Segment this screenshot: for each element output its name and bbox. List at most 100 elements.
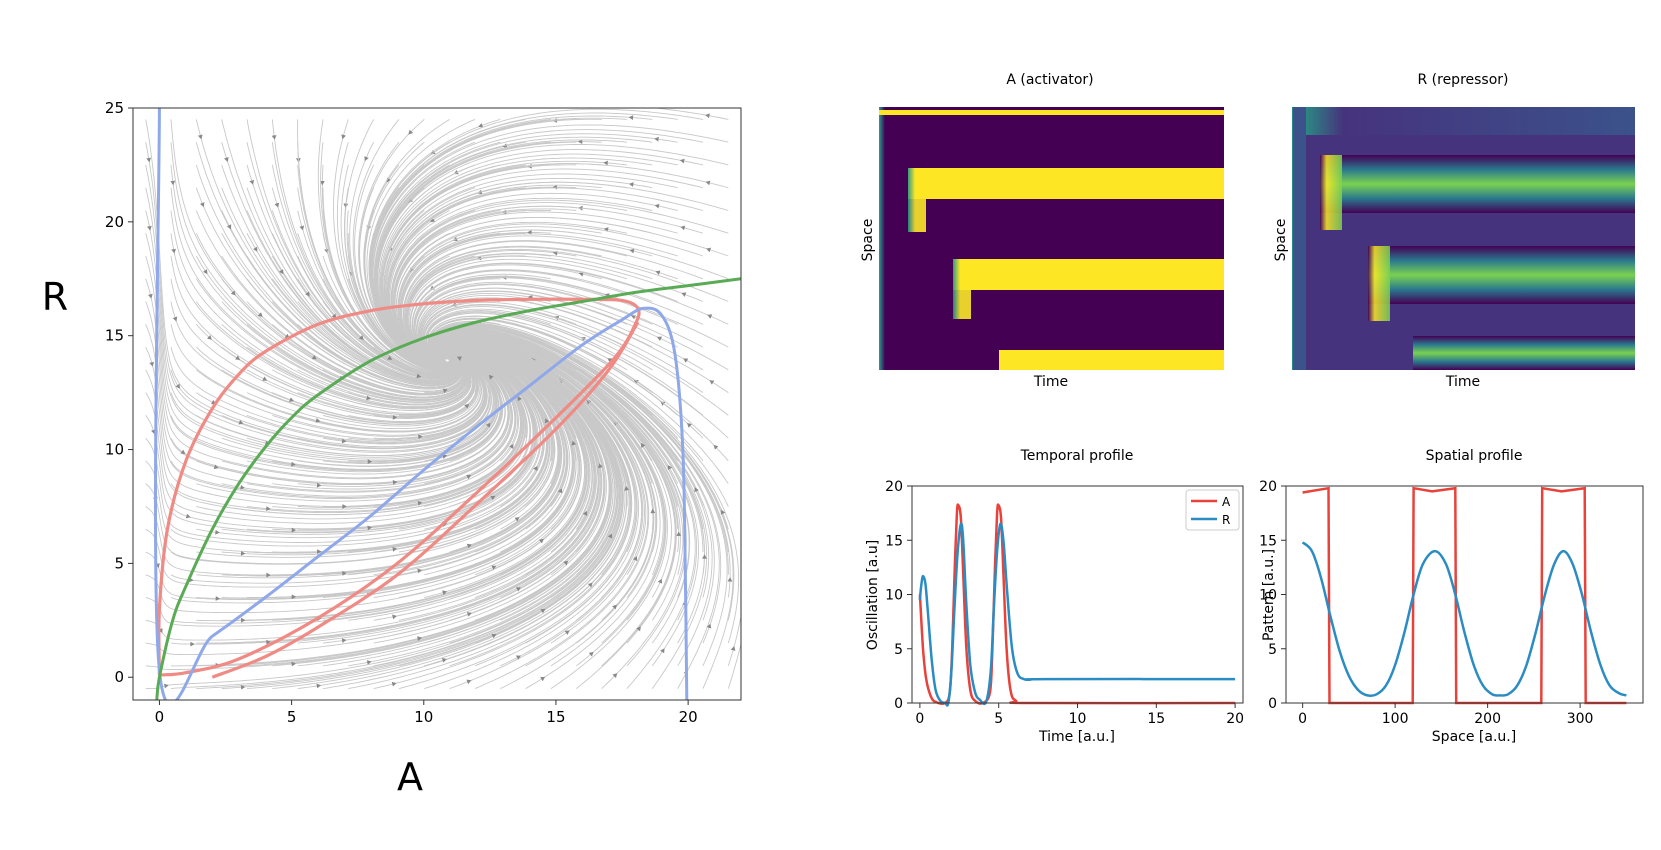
stream-arrow (367, 525, 373, 531)
phase-y-ticks: 0 5 10 15 20 25 (105, 99, 133, 686)
stream-arrow (478, 123, 484, 128)
stream-arrow (311, 354, 317, 360)
stream-arrow (577, 139, 583, 145)
heatmap-r-front-2 (1320, 155, 1342, 230)
x-tick-label: 15 (1147, 711, 1165, 727)
stream-arrow (657, 336, 663, 341)
stream-arrow (392, 614, 397, 620)
spatial-title: Spatial profile (1426, 448, 1523, 464)
stream-arrow (392, 479, 398, 485)
heatmap-a-edge (879, 107, 885, 370)
y-tick-label: 10 (105, 441, 124, 459)
stream-arrow (215, 596, 221, 601)
stream-arrow (597, 463, 603, 469)
stream-arrow (629, 248, 635, 254)
y-tick-label: 0 (894, 696, 903, 712)
temporal-xlabel: Time [a.u.] (1038, 729, 1115, 745)
stream-arrow (709, 380, 715, 385)
stream-arrow (226, 224, 232, 230)
y-tick-label: 10 (1259, 588, 1277, 604)
stream-arrow (706, 247, 712, 253)
heatmap-repressor: R (repressor) Time Space (1273, 72, 1635, 390)
streamline (145, 384, 597, 641)
temporal-y-ticks: 0 5 10 15 20 (885, 479, 912, 712)
stream-arrow (316, 549, 322, 555)
spatial-y-ticks: 0 5 10 15 20 (1259, 479, 1286, 712)
stream-arrow (262, 376, 268, 381)
heatmap-a-front-2 (908, 168, 926, 232)
stream-arrow (367, 459, 373, 465)
heatmap-r-xlabel: Time (1445, 374, 1480, 390)
y-tick-label: 0 (1268, 696, 1277, 712)
stream-arrow (633, 379, 639, 385)
stream-arrow (190, 641, 195, 647)
stream-arrow (491, 565, 497, 570)
x-tick-label: 5 (994, 711, 1003, 727)
stream-arrow (706, 623, 712, 629)
phase-x-ticks: 0 5 10 15 20 (155, 700, 698, 726)
stream-arrow (387, 355, 393, 360)
legend-label-r: R (1222, 513, 1230, 527)
temporal-ylabel: Oscillation [a.u] (865, 540, 881, 650)
stream-arrow (654, 136, 659, 142)
stream-arrow (171, 248, 176, 254)
stream-arrow (266, 506, 271, 511)
stream-arrow (563, 560, 569, 566)
streamline (221, 371, 622, 690)
stream-arrow (358, 335, 364, 340)
stream-arrow (650, 508, 656, 514)
heatmap-a-band-2 (908, 168, 1224, 199)
stream-arrow (253, 246, 258, 252)
y-tick-label: 15 (1259, 533, 1277, 549)
heatmap-r-field (1292, 107, 1635, 370)
stream-arrow (240, 484, 245, 490)
stream-arrow (238, 419, 244, 425)
streamlines (145, 108, 741, 690)
stream-arrow (564, 630, 570, 635)
heatmap-a-title: A (activator) (1006, 72, 1093, 88)
stream-arrow (442, 388, 448, 394)
stream-arrow (466, 474, 472, 480)
stream-arrow (215, 529, 220, 535)
stream-arrow (582, 510, 588, 516)
heatmap-a-band-4 (999, 350, 1224, 370)
x-tick-label: 0 (1298, 711, 1307, 727)
spatial-series-r (1301, 541, 1627, 698)
stream-arrow (271, 135, 277, 140)
stream-arrow (342, 570, 347, 576)
stream-arrow (291, 661, 296, 667)
stream-arrow (213, 464, 219, 470)
temporal-series-r (918, 522, 1236, 707)
streamline (145, 350, 542, 543)
stream-arrow (603, 160, 608, 166)
temporal-x-ticks: 0 5 10 15 20 (915, 703, 1244, 727)
x-tick-label: 5 (287, 708, 297, 726)
stream-arrow (316, 683, 322, 689)
stream-arrow (305, 291, 310, 297)
stream-arrow (185, 513, 191, 519)
x-tick-label: 0 (155, 708, 165, 726)
stream-arrow (180, 449, 186, 455)
stream-arrow (628, 182, 634, 187)
phase-portrait: 0 5 10 15 20 0 5 10 15 20 25 A R (42, 99, 742, 799)
heatmap-r-band-2 (1320, 155, 1635, 213)
stream-arrow (607, 533, 613, 539)
stream-arrow (694, 487, 699, 493)
stream-arrow (636, 626, 641, 632)
stream-arrow (632, 556, 638, 562)
phase-frame (132, 107, 742, 701)
y-tick-label: 25 (105, 99, 124, 117)
phase-ylabel: R (42, 275, 68, 319)
y-tick-label: 20 (1259, 479, 1277, 495)
stream-arrow (660, 648, 665, 654)
y-tick-label: 15 (105, 327, 124, 345)
stream-arrow (249, 179, 255, 185)
stream-arrow (540, 676, 546, 682)
stream-arrow (441, 658, 447, 663)
stream-arrow (172, 316, 178, 322)
heatmap-r-ylabel: Space (1273, 219, 1289, 262)
stream-arrow (456, 356, 462, 361)
stream-arrow (707, 314, 713, 319)
stream-arrow (207, 335, 212, 340)
y-tick-label: 5 (894, 642, 903, 658)
